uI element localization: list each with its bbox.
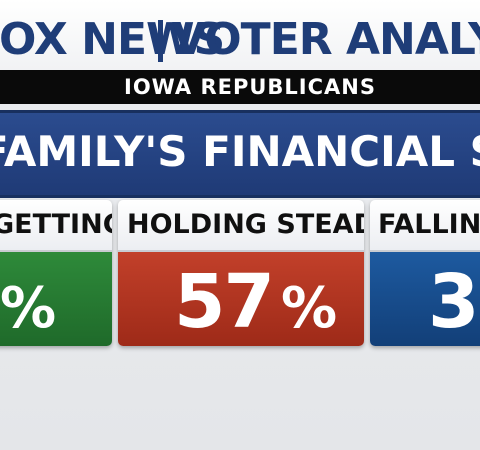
answer-body: % bbox=[0, 252, 112, 346]
percent-sign: % bbox=[0, 276, 56, 341]
question-text: FAMILY'S FINANCIAL SITUATION bbox=[0, 127, 480, 176]
answer-header: HOLDING STEADY bbox=[118, 200, 364, 252]
percent-sign: % bbox=[280, 276, 337, 341]
banner-divider bbox=[158, 20, 163, 62]
answer-percent: 32% bbox=[428, 262, 480, 346]
answer-card-falling-behind: FALLING BEHIND 32% bbox=[370, 200, 480, 346]
answer-label: HOLDING STEADY bbox=[127, 209, 364, 240]
answer-percent: % bbox=[0, 262, 56, 346]
question-bar: FAMILY'S FINANCIAL SITUATION bbox=[0, 110, 480, 198]
answer-label: FALLING BEHIND bbox=[378, 209, 480, 240]
answer-label: GETTING AHEAD bbox=[0, 209, 112, 240]
answer-body: 32% bbox=[370, 252, 480, 346]
percent-value: 32 bbox=[428, 259, 480, 345]
percent-value: 57 bbox=[174, 259, 275, 345]
network-logo-text: FOX NEWS bbox=[0, 14, 225, 65]
top-banner: FOX NEWS VOTER ANALYSIS bbox=[0, 0, 480, 70]
answer-percent: 57% bbox=[174, 259, 337, 346]
answer-card-holding-steady: HOLDING STEADY 57% bbox=[118, 200, 364, 346]
answer-card-getting-ahead: GETTING AHEAD % bbox=[0, 200, 112, 346]
banner-title: VOTER ANALYSIS bbox=[172, 14, 480, 65]
answer-header: FALLING BEHIND bbox=[370, 200, 480, 252]
answer-body: 57% bbox=[118, 252, 364, 346]
answer-header: GETTING AHEAD bbox=[0, 200, 112, 252]
subtitle-strip: IOWA REPUBLICANS bbox=[0, 70, 480, 104]
subtitle-text: IOWA REPUBLICANS bbox=[124, 75, 376, 99]
